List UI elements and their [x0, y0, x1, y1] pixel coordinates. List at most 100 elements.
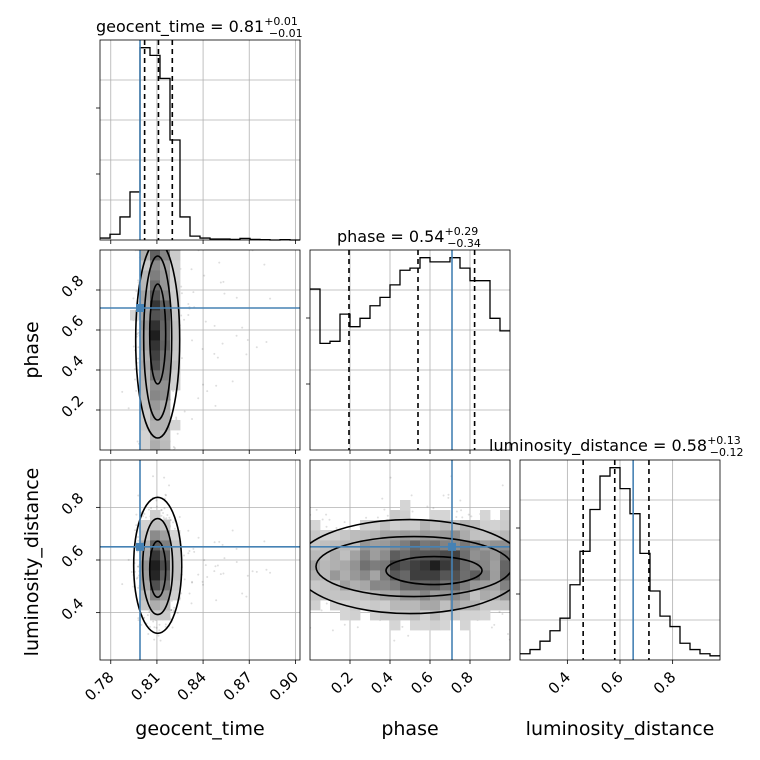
density-cell: [140, 520, 151, 531]
sample-point: [121, 390, 124, 393]
sample-point: [246, 574, 249, 577]
density-cell: [140, 380, 151, 391]
sample-point: [191, 339, 194, 342]
density-cell: [170, 580, 181, 591]
sample-point: [141, 515, 144, 518]
sample-point: [235, 547, 238, 550]
density-cell: [150, 250, 161, 261]
sample-point: [180, 357, 183, 360]
sample-point: [241, 326, 244, 329]
sample-point: [222, 280, 225, 283]
density-cell: [160, 410, 171, 421]
sample-point: [407, 634, 410, 637]
sample-point: [171, 626, 174, 629]
sample-point: [202, 383, 205, 386]
sample-point: [137, 539, 140, 542]
sample-point: [187, 552, 190, 555]
density-cell: [140, 350, 151, 361]
sample-point: [153, 638, 156, 641]
sample-point: [155, 499, 158, 502]
sample-point: [213, 541, 216, 544]
sample-point: [149, 625, 152, 628]
density-contour: [148, 540, 167, 599]
sample-point: [152, 475, 155, 478]
sample-point: [137, 536, 140, 539]
sample-point: [137, 565, 140, 568]
sample-point: [447, 496, 450, 499]
sample-point: [201, 347, 204, 350]
density-cell: [130, 310, 141, 321]
sample-point: [190, 602, 193, 605]
panel-phase-vs-geocent-time: [100, 250, 300, 450]
density-cell: [160, 360, 171, 371]
density-cell: [150, 570, 161, 581]
sample-point: [180, 592, 183, 595]
sample-point: [265, 568, 268, 571]
sample-point: [168, 484, 171, 487]
sample-point: [164, 623, 167, 626]
panel-phase-histogram: [310, 250, 510, 450]
sample-point: [155, 626, 158, 629]
sample-point: [203, 559, 206, 562]
density-cell: [150, 350, 161, 361]
sample-point: [401, 625, 404, 628]
sample-point: [470, 515, 473, 518]
sample-point: [265, 340, 268, 343]
sample-point: [201, 580, 204, 583]
density-cell: [150, 310, 161, 321]
histogram-step: [100, 47, 300, 241]
density-contour: [142, 255, 173, 421]
sample-point: [134, 529, 137, 532]
sample-point: [255, 346, 258, 349]
density-cell: [170, 590, 181, 601]
sample-point: [218, 261, 221, 264]
density-cell: [140, 270, 151, 281]
density-cell: [160, 290, 171, 301]
sample-point: [263, 263, 266, 266]
density-cell: [140, 600, 151, 611]
density-cell: [150, 340, 161, 351]
sample-point: [187, 303, 190, 306]
density-cell: [170, 530, 181, 541]
sample-point: [172, 610, 175, 613]
truth-marker: [136, 542, 144, 551]
sample-point: [173, 527, 176, 530]
density-cell: [150, 530, 161, 541]
density-cell: [170, 250, 181, 261]
sample-point: [169, 518, 172, 521]
sample-point: [219, 573, 222, 576]
sample-point: [221, 543, 224, 546]
density-contour: [141, 517, 174, 616]
density-cell: [170, 290, 181, 301]
density-cell: [140, 250, 151, 261]
density-cell: [170, 300, 181, 311]
sample-point: [214, 404, 217, 407]
sample-point: [173, 606, 176, 609]
histogram-step: [310, 257, 510, 345]
sample-point: [175, 416, 178, 419]
sample-point: [135, 524, 138, 527]
sample-point: [410, 494, 413, 497]
sample-point: [165, 517, 168, 520]
density-cell: [170, 340, 181, 351]
density-cell: [160, 370, 171, 381]
density-cell: [140, 420, 151, 431]
sample-point: [216, 564, 219, 567]
sample-point: [356, 626, 359, 629]
sample-point: [147, 632, 150, 635]
sample-point: [136, 550, 139, 553]
density-cell: [170, 570, 181, 581]
density-cell: [140, 340, 151, 351]
sample-point: [202, 583, 205, 586]
sample-point: [221, 342, 224, 345]
density-cell: [150, 260, 161, 271]
sample-point: [206, 390, 209, 393]
sample-point: [159, 639, 162, 642]
density-cell: [150, 420, 161, 431]
sample-point: [127, 558, 130, 561]
panel-luminosity-distance-vs-geocent-time: [100, 460, 300, 660]
sample-point: [320, 609, 323, 612]
density-cell: [170, 310, 181, 321]
sample-point: [163, 476, 166, 479]
density-cell: [170, 380, 181, 391]
